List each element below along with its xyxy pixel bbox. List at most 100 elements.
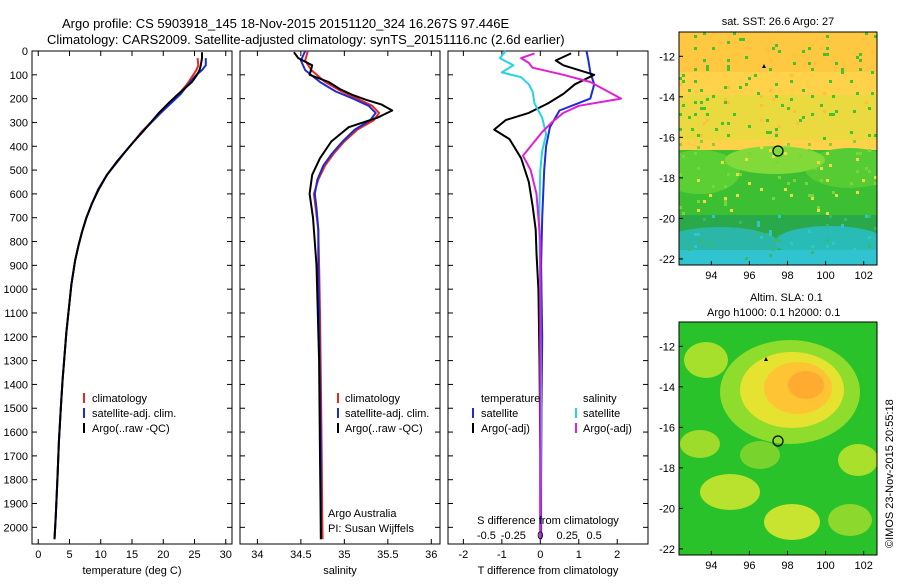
sst-pixel — [790, 80, 793, 83]
sst-pixel — [823, 92, 826, 95]
sst-pixel — [694, 68, 697, 71]
sst-pixel — [862, 179, 865, 182]
sla-map-title-2: Argo h1000: 0.1 h2000: 0.1 — [707, 307, 840, 319]
sst-pixel — [811, 95, 814, 98]
legend-label-satellite-adj: satellite-adj. clim. — [345, 408, 429, 420]
note-argo-australia: Argo Australia — [328, 508, 397, 520]
sst-pixel — [832, 95, 835, 98]
temperature-panel: 0 5 10 15 20 25 300100200300400500600700800900… — [4, 46, 233, 577]
sst-pixel — [784, 188, 787, 191]
s-difference-label: S difference from climatology — [477, 515, 619, 527]
sst-pixel — [727, 68, 730, 71]
sst-pixel — [787, 143, 790, 146]
sst-pixel — [724, 185, 727, 188]
sst-pixel — [694, 245, 697, 248]
y-tick-label: 1700 — [4, 451, 28, 463]
sst-pixel — [700, 107, 703, 110]
sst-pixel — [748, 77, 751, 80]
sst-pixel — [814, 62, 817, 65]
sst-pixel — [682, 212, 685, 215]
sst-pixel — [778, 125, 781, 128]
sst-pixel — [757, 224, 760, 227]
sst-pixel — [844, 218, 847, 221]
y-tick-label: 2000 — [4, 522, 28, 534]
map-x-tick-label: 96 — [743, 270, 755, 282]
sst-pixel — [772, 248, 775, 251]
sst-pixel — [706, 119, 709, 122]
sst-pixel — [832, 113, 835, 116]
sst-pixel — [697, 200, 700, 203]
sst-pixel — [868, 245, 871, 248]
sst-pixel — [706, 68, 709, 71]
y-tick-label: 300 — [10, 117, 28, 129]
temperature-legend: climatology satellite-adj. clim. Argo(..… — [83, 393, 176, 435]
map-y-tick-label: -18 — [659, 173, 675, 185]
sst-pixel — [739, 173, 742, 176]
sst-pixel — [871, 71, 874, 74]
sst-float-position-icon — [772, 145, 784, 157]
imos-stamp: ©IMOS 23-Nov-2015 20:55:18 — [884, 399, 896, 548]
sst-pixel — [724, 86, 727, 89]
y-tick-label: 400 — [10, 141, 28, 153]
sst-pixel — [784, 152, 787, 155]
temperature-x-label: temperature (deg C) — [82, 565, 181, 577]
sst-pixel — [724, 200, 727, 203]
sst-pixel — [682, 155, 685, 158]
sst-pixel — [772, 197, 775, 200]
sst-pixel — [739, 86, 742, 89]
sst-pixel — [769, 230, 772, 233]
sst-pixel — [868, 236, 871, 239]
map-x-tick-label: 100 — [816, 560, 834, 572]
sst-pixel — [706, 65, 709, 68]
map-y-tick-label: -12 — [659, 51, 675, 63]
sst-pixel — [694, 152, 697, 155]
sla-map-field — [679, 322, 877, 555]
sst-pixel — [811, 68, 814, 71]
sla-map-title-1: Altim. SLA: 0.1 — [750, 292, 823, 304]
sst-pixel — [688, 89, 691, 92]
sst-pixel — [856, 92, 859, 95]
sst-pixel — [823, 110, 826, 113]
sst-pixel — [826, 47, 829, 50]
sst-pixel — [679, 77, 682, 80]
sst-pixel — [823, 137, 826, 140]
sst-pixel — [700, 140, 703, 143]
sst-pixel — [775, 239, 778, 242]
sst-pixel — [841, 71, 844, 74]
sst-pixel — [790, 98, 793, 101]
legend-label-t-argo: Argo(-adj) — [481, 423, 530, 435]
sst-pixel — [712, 215, 715, 218]
sst-pixel — [679, 128, 682, 131]
sst-pixel — [769, 89, 772, 92]
sst-pixel — [724, 98, 727, 101]
note-pi-name: PI: Susan Wijffels — [328, 523, 414, 535]
sst-pixel — [760, 95, 763, 98]
sst-pixel — [799, 119, 802, 122]
sst-pixel — [865, 167, 868, 170]
sst-pixel — [697, 146, 700, 149]
sst-pixel — [727, 122, 730, 125]
sst-pixel — [772, 155, 775, 158]
sla-map-frame — [678, 321, 878, 556]
temperature-ticks: 0 5 10 15 20 25 300100200300400500600700800900… — [4, 46, 232, 561]
legend-label-satellite-adj: satellite-adj. clim. — [92, 408, 176, 420]
sst-pixel — [712, 32, 715, 35]
y-tick-label: 1800 — [4, 475, 28, 487]
sst-pixel — [721, 122, 724, 125]
sst-pixel — [820, 167, 823, 170]
sst-pixel — [712, 47, 715, 50]
map-y-tick-label: -16 — [659, 422, 675, 434]
sst-pixel — [805, 182, 808, 185]
sst-pixel — [778, 50, 781, 53]
map-x-tick-label: 98 — [781, 560, 793, 572]
y-tick-label: 1600 — [4, 427, 28, 439]
s-tick-label: 0 — [537, 530, 543, 542]
salinity-frame — [239, 50, 441, 545]
sst-pixel — [856, 158, 859, 161]
x-tick-label: 10 — [95, 549, 107, 561]
sst-pixel — [787, 182, 790, 185]
sst-pixel — [736, 173, 739, 176]
sst-pixel — [679, 206, 682, 209]
sst-pixel — [748, 152, 751, 155]
sst-pixel — [697, 134, 700, 137]
